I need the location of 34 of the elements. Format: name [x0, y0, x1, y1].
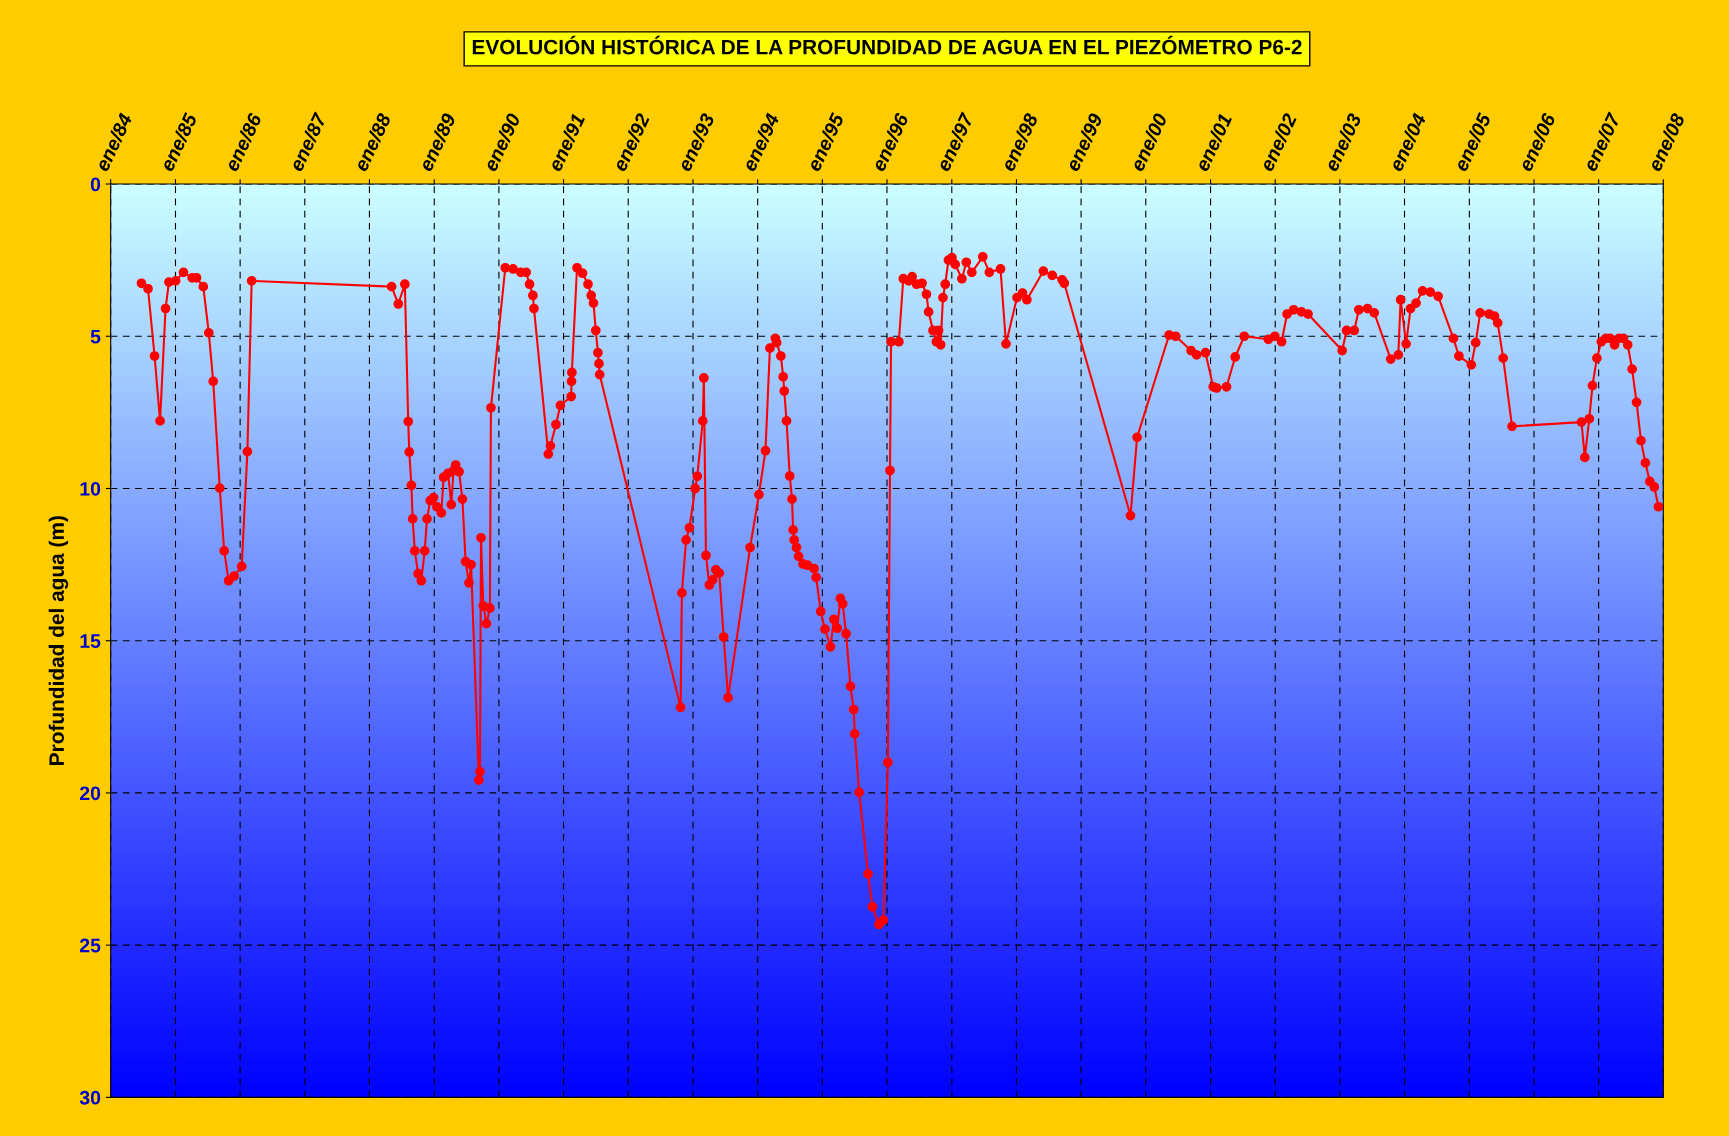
x-tick-label: ene/97	[935, 111, 975, 173]
x-tick-label: ene/94	[741, 112, 780, 173]
y-tick-label: 20	[79, 786, 101, 801]
x-tick-label: ene/00	[1129, 111, 1168, 173]
x-tick-label: ene/87	[288, 111, 328, 173]
x-tick-label: ene/85	[159, 111, 198, 173]
x-tick-label: ene/01	[1194, 112, 1233, 173]
x-tick-label: ene/86	[223, 111, 263, 173]
x-tick-label: ene/07	[1582, 111, 1622, 173]
x-tick-label: ene/90	[482, 111, 522, 173]
x-tick-label: ene/99	[1064, 111, 1104, 173]
x-tick-label: ene/06	[1517, 111, 1557, 173]
x-tick-label: ene/93	[676, 111, 716, 173]
x-tick-label: ene/89	[418, 111, 457, 173]
x-tick-label: ene/96	[870, 111, 910, 173]
y-tick-label: 15	[80, 634, 101, 648]
y-tick-label: 10	[80, 481, 101, 496]
x-tick-label: ene/08	[1647, 111, 1686, 173]
x-tick-label: ene/91	[547, 112, 586, 173]
y-axis-title: Profundidad del agua (m)	[48, 516, 69, 765]
x-tick-label: ene/04	[1388, 112, 1427, 173]
x-tick-label: ene/92	[612, 111, 651, 173]
x-tick-label: ene/88	[353, 111, 392, 173]
x-tick-label: ene/05	[1453, 111, 1492, 173]
y-tick-label: 5	[90, 329, 101, 344]
y-tick-label: 30	[79, 1090, 101, 1105]
y-tick-label: 25	[79, 938, 101, 953]
x-tick-label: ene/02	[1259, 111, 1298, 173]
x-tick-label: ene/03	[1323, 111, 1363, 173]
x-tick-label: ene/98	[1000, 111, 1039, 173]
chart-title: EVOLUCIÓN HISTÓRICA DE LA PROFUNDIDAD DE AGUA EN EL PIEZÓMETRO P6-2	[472, 35, 1302, 55]
x-tick-label: ene/95	[806, 111, 845, 173]
y-tick-label: 0	[90, 177, 101, 192]
x-tick-label: ene/84	[94, 112, 133, 173]
